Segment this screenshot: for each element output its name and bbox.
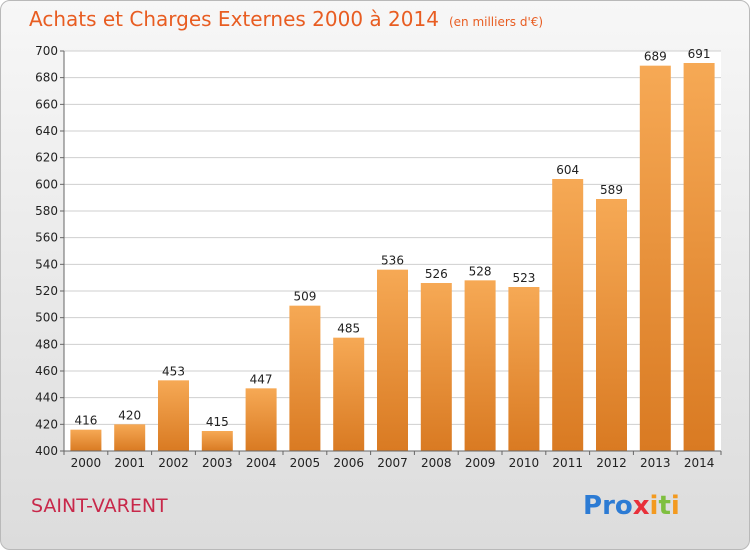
bar (683, 63, 715, 451)
unit-label: (en milliers d'€) (448, 15, 544, 29)
y-tick-label: 700 (35, 44, 58, 58)
bar-value-label: 589 (600, 183, 623, 197)
logo-letter: o (614, 491, 633, 521)
x-tick-label: 2002 (158, 456, 189, 470)
x-tick-label: 2000 (71, 456, 102, 470)
bar (70, 429, 102, 451)
title-text: Achats et Charges Externes 2000 à 2014 (29, 7, 439, 31)
logo-letter: t (658, 491, 671, 521)
bar (114, 424, 146, 451)
bar-value-label: 415 (206, 415, 229, 429)
y-tick-label: 580 (35, 204, 58, 218)
bar-value-label: 420 (118, 408, 141, 422)
x-tick-label: 2005 (290, 456, 321, 470)
logo-letter: i (670, 491, 680, 521)
y-axis: 400 420 440 460 480 500 520 540 560 580 600 620 640 6… (35, 44, 65, 458)
bar-value-label: 509 (293, 290, 316, 304)
bar-value-label: 447 (250, 372, 273, 386)
y-tick-label: 640 (35, 124, 58, 138)
bar-value-label: 523 (512, 271, 535, 285)
x-tick-label: 2013 (640, 456, 671, 470)
y-tick-label: 420 (35, 417, 58, 431)
logo-letter: x (632, 491, 650, 521)
city-name: SAINT-VARENT (31, 495, 168, 517)
y-tick-label: 460 (35, 364, 58, 378)
y-tick-label: 620 (35, 151, 58, 165)
x-tick-label: 2007 (377, 456, 408, 470)
bar-value-label: 416 (74, 414, 97, 428)
y-tick-label: 520 (35, 284, 58, 298)
bar (420, 283, 452, 451)
bar-value-label: 604 (556, 163, 579, 177)
bar-value-label: 526 (425, 267, 448, 281)
bar-value-label: 691 (688, 47, 711, 61)
x-tick-label: 2014 (684, 456, 715, 470)
y-tick-label: 540 (35, 257, 58, 271)
x-tick-label: 2011 (552, 456, 583, 470)
x-tick-label: 2009 (465, 456, 496, 470)
bar (245, 388, 277, 451)
bar (158, 380, 189, 451)
bar-value-label: 528 (469, 264, 492, 278)
bar (596, 199, 627, 451)
bar (377, 269, 408, 451)
bar-value-label: 689 (644, 50, 667, 64)
bar (508, 287, 540, 451)
bar (333, 337, 365, 451)
x-axis: 2000 2001 2002 2003 2004 2005 2006 2007 2008 2009… (63, 450, 722, 470)
bar (201, 431, 233, 451)
x-tick-label: 2012 (596, 456, 627, 470)
x-tick-label: 2001 (114, 456, 145, 470)
logo-letter: i (649, 491, 659, 521)
x-tick-label: 2008 (421, 456, 452, 470)
y-tick-label: 440 (35, 391, 58, 405)
bar (552, 179, 584, 451)
x-tick-label: 2006 (333, 456, 364, 470)
y-tick-label: 480 (35, 337, 58, 351)
chart-title: Achats et Charges Externes 2000 à 2014 (e… (29, 7, 543, 31)
y-tick-label: 560 (35, 231, 58, 245)
x-tick-label: 2004 (246, 456, 277, 470)
y-tick-label: 680 (35, 71, 58, 85)
bar (464, 280, 496, 451)
bar (289, 305, 321, 451)
logo-letter: P (583, 491, 603, 521)
x-tick-label: 2010 (509, 456, 540, 470)
x-tick-label: 2003 (202, 456, 233, 470)
proxiti-logo: Proxiti (583, 491, 680, 521)
y-tick-label: 600 (35, 177, 58, 191)
bar-value-label: 485 (337, 322, 360, 336)
y-tick-label: 400 (35, 444, 58, 458)
bars: 416 420 453 415 447 509 485 536 526 528 523 604 589 6… (70, 47, 715, 452)
bar-value-label: 453 (162, 364, 185, 378)
bar (639, 65, 671, 452)
logo-letter: r (602, 491, 615, 521)
y-tick-label: 660 (35, 97, 58, 111)
y-tick-label: 500 (35, 311, 58, 325)
bar-value-label: 536 (381, 254, 404, 268)
